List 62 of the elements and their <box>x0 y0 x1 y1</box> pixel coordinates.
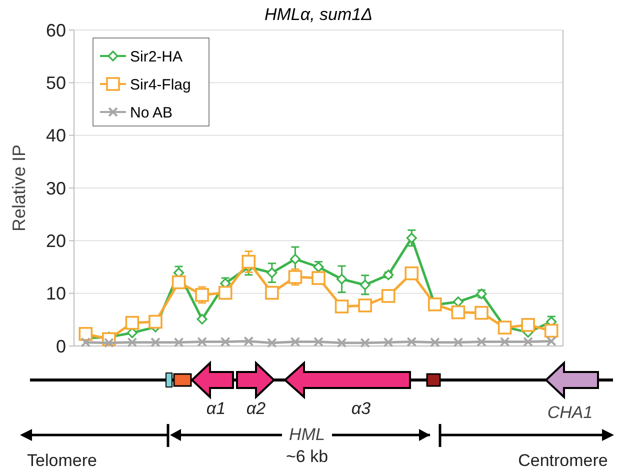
point <box>266 267 278 278</box>
point <box>80 337 91 348</box>
point <box>381 289 396 303</box>
y-tick-label: 40 <box>46 126 66 146</box>
point <box>196 314 208 324</box>
point <box>360 338 370 348</box>
point <box>546 336 556 346</box>
text: α2 <box>246 399 266 418</box>
point <box>220 336 230 347</box>
point <box>360 280 370 290</box>
point <box>312 271 326 285</box>
point <box>404 266 419 280</box>
text: Centromere <box>518 451 608 468</box>
text: ~6 kb <box>286 447 328 466</box>
point <box>266 338 277 348</box>
chart-title: HMLα, sum1Δ <box>264 5 373 24</box>
point <box>125 316 140 330</box>
point <box>265 286 279 300</box>
point <box>358 298 372 312</box>
point <box>314 336 324 347</box>
point <box>521 318 535 332</box>
point <box>244 336 254 346</box>
point <box>197 336 208 347</box>
point <box>500 336 510 347</box>
y-tick-label: 30 <box>46 178 66 198</box>
point <box>406 336 417 347</box>
legend-label: Sir2-HA <box>130 48 183 66</box>
text: α1 <box>206 399 226 418</box>
point <box>174 337 184 348</box>
point <box>288 270 302 284</box>
point <box>127 337 138 348</box>
point <box>290 254 301 264</box>
point <box>336 338 347 348</box>
legend-label: No AB <box>130 104 173 122</box>
point <box>474 306 488 320</box>
legend-label: Sir4-Flag <box>130 76 191 94</box>
point <box>218 286 232 300</box>
point <box>336 274 348 284</box>
point <box>148 314 162 329</box>
text: CHA1 <box>547 403 593 422</box>
point <box>544 324 558 338</box>
text: HML <box>289 425 325 444</box>
point <box>78 326 93 341</box>
point <box>430 337 440 348</box>
point <box>383 337 394 348</box>
text: Telomere <box>27 451 97 468</box>
y-axis-title: Relative IP <box>9 144 29 232</box>
point <box>451 305 466 320</box>
y-tick-label: 10 <box>46 284 66 304</box>
point <box>290 336 300 347</box>
point <box>406 232 417 244</box>
point <box>476 336 486 347</box>
point <box>334 300 349 314</box>
point <box>453 337 464 348</box>
y-tick-label: 20 <box>46 230 66 251</box>
y-tick-label: 50 <box>46 72 66 93</box>
text: α3 <box>351 399 372 418</box>
point <box>172 275 186 290</box>
y-tick-label: 0 <box>56 336 66 356</box>
point <box>150 337 160 348</box>
point <box>523 336 534 347</box>
y-tick-label: 60 <box>46 20 66 40</box>
